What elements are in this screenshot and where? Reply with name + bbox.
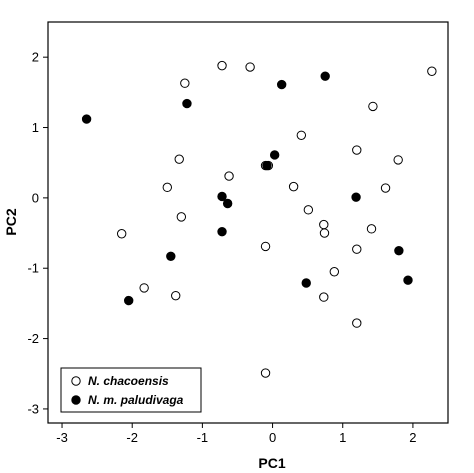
data-point-chacoensis — [366, 224, 377, 234]
data-point-chacoensis — [116, 229, 127, 239]
y-tick-label: 2 — [32, 50, 39, 65]
data-point-paludivaga — [301, 278, 311, 288]
data-point-chacoensis — [380, 183, 391, 193]
data-point-paludivaga — [269, 150, 280, 160]
data-point-paludivaga — [217, 191, 227, 202]
y-axis-title: PC2 — [3, 208, 19, 235]
data-point-paludivaga — [222, 198, 233, 209]
data-point-chacoensis — [288, 181, 299, 192]
x-tick-label: -3 — [56, 430, 68, 445]
x-axis: -3 -2 -1 0 1 2 — [56, 423, 417, 445]
data-point-paludivaga — [166, 251, 176, 261]
data-point-chacoensis — [352, 318, 362, 328]
x-tick-label: 0 — [269, 430, 276, 445]
data-point-chacoensis — [393, 155, 403, 165]
data-point-chacoensis — [303, 205, 314, 215]
data-point-chacoensis — [139, 283, 149, 293]
y-tick-label: -3 — [27, 401, 39, 416]
legend-label-chacoensis: N. chacoensis — [88, 374, 169, 388]
data-point-paludivaga — [351, 192, 361, 202]
data-point-paludivaga — [262, 160, 272, 171]
data-point-paludivaga — [276, 79, 287, 90]
data-point-chacoensis — [217, 60, 227, 71]
data-point-chacoensis — [174, 154, 184, 164]
legend-marker-paludivaga — [71, 395, 81, 405]
y-tick-label: 1 — [32, 120, 39, 135]
x-tick-label: 2 — [409, 430, 416, 445]
y-tick-label: -2 — [27, 331, 39, 346]
data-point-paludivaga — [124, 295, 134, 306]
legend-label-paludivaga: N. m. paludivaga — [88, 393, 184, 407]
data-point-paludivaga — [217, 226, 227, 237]
y-axis: -3 -2 -1 0 1 2 — [27, 50, 48, 416]
data-point-chacoensis — [260, 241, 271, 252]
plot-frame — [47, 21, 449, 424]
x-tick-label: 1 — [339, 430, 346, 445]
data-point-chacoensis — [368, 101, 378, 112]
data-point-paludivaga — [394, 245, 404, 256]
y-tick-label: 0 — [32, 190, 39, 205]
data-point-chacoensis — [319, 292, 329, 302]
data-point-chacoensis — [329, 267, 340, 277]
data-point-chacoensis — [176, 212, 187, 222]
data-point-chacoensis — [352, 145, 362, 155]
data-point-chacoensis — [171, 290, 181, 301]
data-point-chacoensis — [319, 228, 330, 238]
legend-box — [60, 367, 202, 413]
data-point-paludivaga — [320, 71, 330, 81]
legend-marker-chacoensis — [71, 376, 81, 386]
data-point-chacoensis — [319, 219, 329, 230]
data-point-paludivaga — [403, 275, 413, 285]
data-point-chacoensis — [352, 244, 362, 254]
y-tick-label: -1 — [27, 261, 39, 276]
x-tick-label: -1 — [197, 430, 209, 445]
legend: N. chacoensis N. m. paludivaga — [60, 367, 202, 413]
data-point-chacoensis — [260, 368, 271, 378]
data-point-chacoensis — [296, 130, 307, 140]
data-point-chacoensis — [427, 66, 437, 76]
data-point-chacoensis — [180, 78, 190, 88]
data-point-paludivaga — [182, 98, 192, 109]
data-points — [81, 60, 437, 378]
data-point-chacoensis — [162, 182, 172, 193]
data-point-paludivaga — [81, 114, 92, 124]
x-tick-label: -2 — [126, 430, 138, 445]
x-axis-title: PC1 — [258, 455, 285, 471]
data-point-chacoensis — [224, 171, 234, 181]
data-point-chacoensis — [245, 62, 255, 72]
